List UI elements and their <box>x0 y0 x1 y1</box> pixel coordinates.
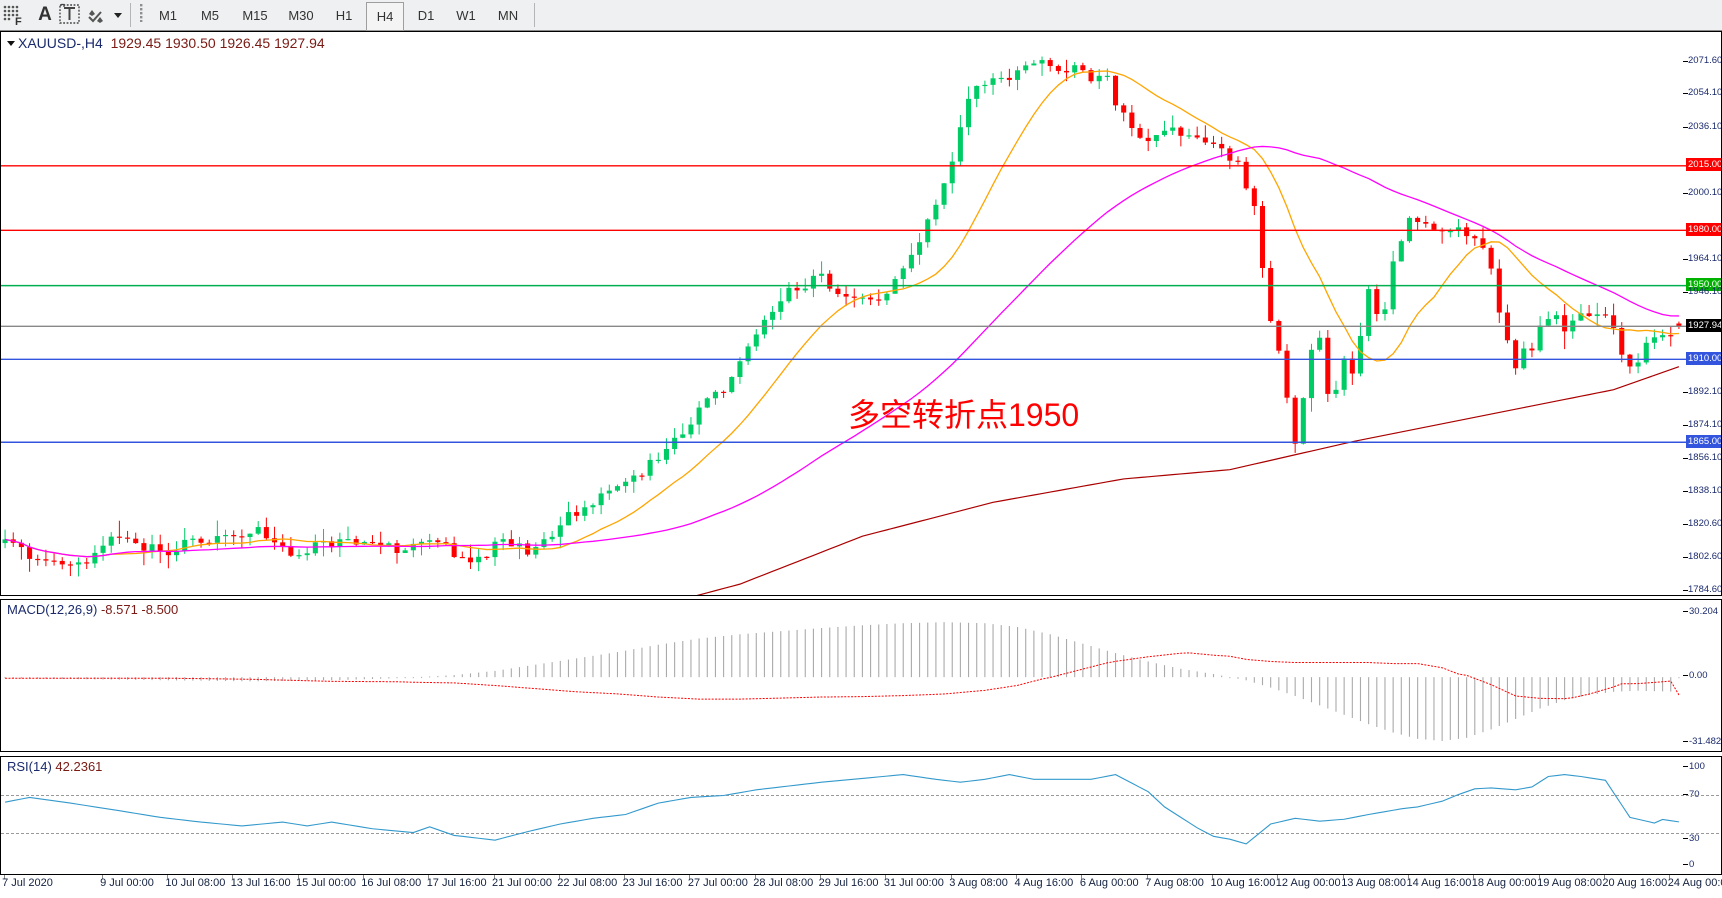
svg-text:F: F <box>15 16 22 28</box>
